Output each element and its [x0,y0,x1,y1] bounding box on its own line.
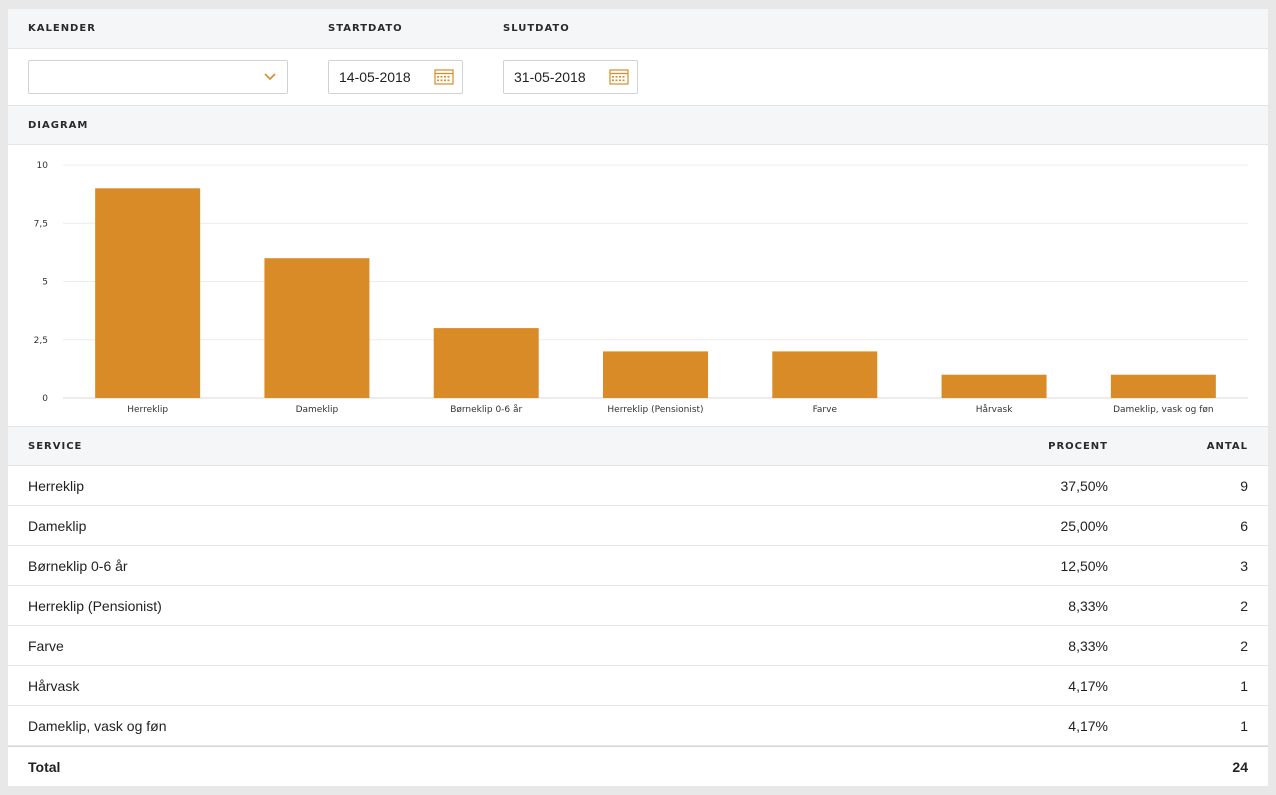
service-table: SERVICE PROCENT ANTAL Herreklip 37,50% 9 Da… [8,426,1268,786]
y-tick-label: 7,5 [34,219,48,229]
bar[interactable] [95,188,201,398]
table-row: Herreklip 37,50% 9 [8,466,1268,506]
column-header-service[interactable]: SERVICE [28,441,83,452]
table-header: SERVICE PROCENT ANTAL [8,426,1268,466]
y-tick-label: 5 [42,278,48,288]
calendar-label: KALENDER [28,23,96,34]
table-row: Herreklip (Pensionist) 8,33% 2 [8,586,1268,626]
percent-cell: 4,17% [1068,678,1108,694]
end-date-input[interactable]: 31-05-2018 [503,60,638,94]
table-row: Farve 8,33% 2 [8,626,1268,666]
percent-cell: 25,00% [1060,518,1108,534]
total-label: Total [28,759,61,775]
bar[interactable] [772,351,878,398]
chevron-down-icon [264,73,276,81]
end-date-value: 31-05-2018 [514,69,586,85]
x-tick-label: Herreklip (Pensionist) [607,405,703,415]
column-header-count[interactable]: ANTAL [1206,441,1248,452]
count-cell: 9 [1240,478,1248,494]
percent-cell: 4,17% [1068,718,1108,734]
service-cell: Herreklip (Pensionist) [28,598,162,614]
count-cell: 1 [1240,718,1248,734]
start-date-label: STARTDATO [328,23,403,34]
calendar-select[interactable] [28,60,288,94]
percent-cell: 8,33% [1068,638,1108,654]
diagram-label: DIAGRAM [28,120,89,131]
start-date-value: 14-05-2018 [339,69,411,85]
count-cell: 3 [1240,558,1248,574]
x-tick-label: Dameklip [296,405,339,415]
table-row: Dameklip 25,00% 6 [8,506,1268,546]
x-tick-label: Hårvask [976,404,1014,415]
bar[interactable] [941,374,1047,398]
calendar-icon[interactable] [609,69,629,85]
percent-cell: 8,33% [1068,598,1108,614]
y-tick-label: 0 [42,394,48,404]
total-value: 24 [1232,759,1248,775]
column-header-percent[interactable]: PROCENT [1048,441,1108,452]
bar[interactable] [433,328,539,398]
calendar-icon[interactable] [434,69,454,85]
end-date-label: SLUTDATO [503,23,570,34]
service-cell: Hårvask [28,678,80,694]
service-cell: Herreklip [28,478,85,494]
filter-header: KALENDER STARTDATO SLUTDATO [8,9,1268,49]
service-cell: Dameklip [28,518,87,534]
start-date-input[interactable]: 14-05-2018 [328,60,463,94]
table-body: Herreklip 37,50% 9 Dameklip 25,00% 6 Børneklip… [8,466,1268,746]
x-tick-label: Farve [813,405,838,415]
table-row: Børneklip 0-6 år 12,50% 3 [8,546,1268,586]
count-cell: 2 [1240,598,1248,614]
x-tick-label: Børneklip 0-6 år [450,404,522,415]
service-cell: Børneklip 0-6 år [28,558,128,574]
report-panel: KALENDER STARTDATO SLUTDATO 14-05-2018 3… [8,9,1268,786]
service-cell: Farve [28,638,64,654]
diagram-header: DIAGRAM [8,105,1268,145]
x-tick-label: Herreklip [127,405,168,415]
count-cell: 1 [1240,678,1248,694]
x-tick-label: Dameklip, vask og føn [1113,405,1213,415]
bar[interactable] [1110,374,1216,398]
count-cell: 2 [1240,638,1248,654]
percent-cell: 12,50% [1060,558,1108,574]
table-total-row: Total 24 [8,746,1268,786]
bar-chart: 0 2,5 5 7,5 10 Herreklip Dameklip Børneklip 0-6… [34,161,1248,415]
y-tick-label: 2,5 [34,336,48,346]
y-tick-label: 10 [37,161,49,171]
bar[interactable] [603,351,708,398]
percent-cell: 37,50% [1060,478,1108,494]
table-row: Dameklip, vask og føn 4,17% 1 [8,706,1268,746]
table-row: Hårvask 4,17% 1 [8,666,1268,706]
service-cell: Dameklip, vask og føn [28,718,167,734]
count-cell: 6 [1240,518,1248,534]
bar[interactable] [264,258,370,398]
